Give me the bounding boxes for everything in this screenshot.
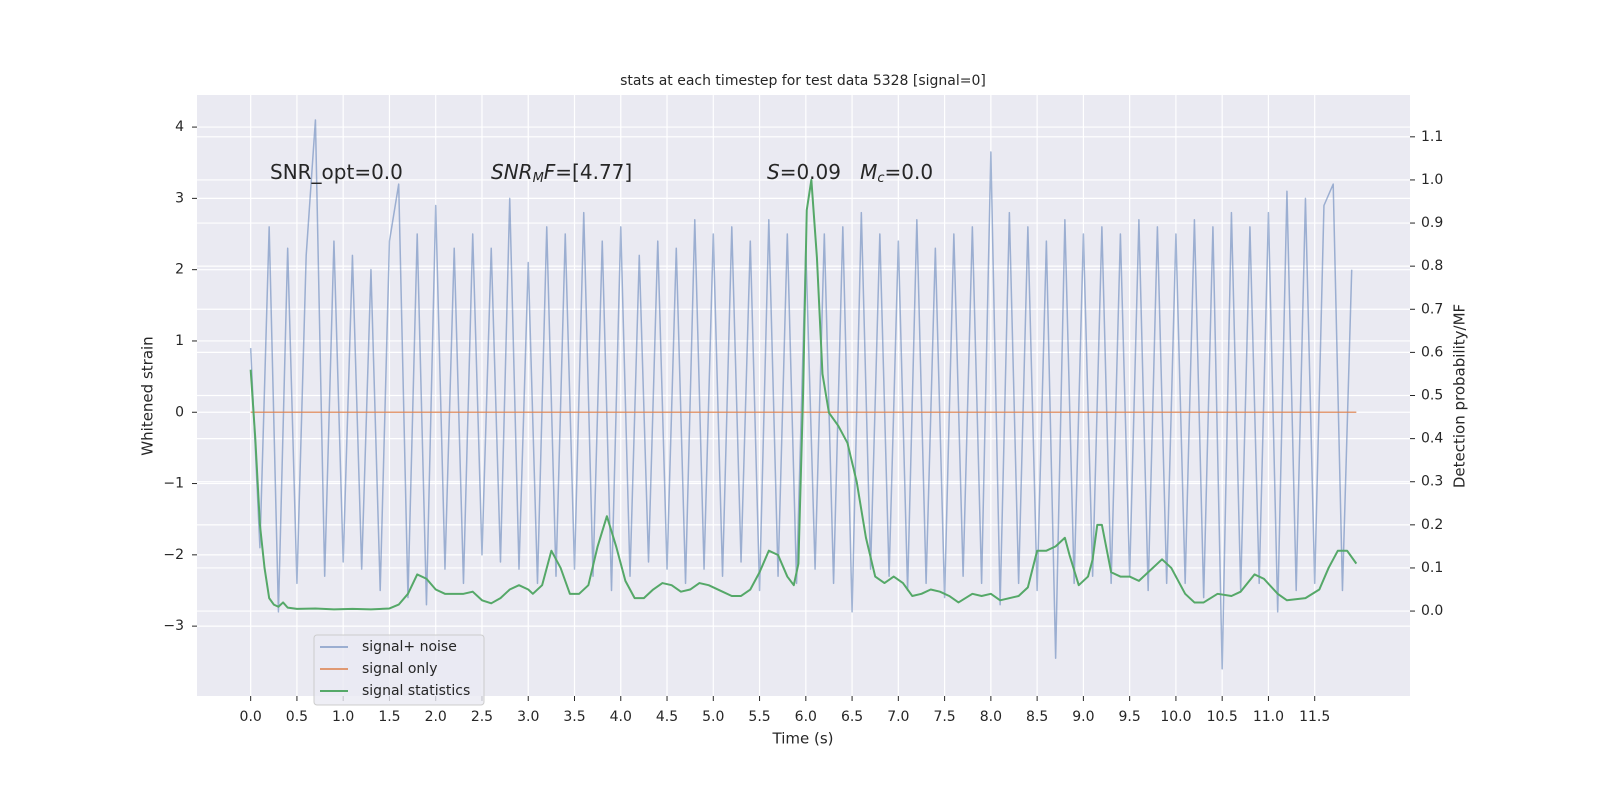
x-tick-label: 8.0	[980, 709, 1002, 725]
annotation-part: F	[544, 160, 556, 184]
x-tick-label: 10.0	[1160, 709, 1191, 725]
x-axis-label: Time (s)	[772, 730, 834, 748]
x-tick-label: 9.5	[1119, 709, 1141, 725]
x-tick-label: 4.5	[656, 709, 678, 725]
annotation-part: S	[767, 160, 780, 184]
x-tick-label: 4.0	[610, 709, 632, 725]
y-tick-label: 3	[175, 190, 184, 206]
y-tick-label: 0	[175, 404, 184, 420]
y-tick-label: −1	[163, 476, 184, 492]
y-axis-label: Whitened strain	[139, 336, 157, 455]
x-tick-label: 8.5	[1026, 709, 1048, 725]
y2-tick-label: 0.2	[1421, 517, 1443, 533]
y-tick-label: −2	[163, 547, 184, 563]
y2-tick-label: 0.9	[1421, 215, 1443, 231]
x-tick-label: 3.0	[517, 709, 539, 725]
annotation: SNRMF=[4.77]	[491, 160, 632, 186]
y2-tick-label: 0.4	[1421, 431, 1443, 447]
x-tick-label: 0.0	[240, 709, 262, 725]
y2-tick-label: 1.0	[1421, 172, 1443, 188]
x-tick-label: 9.0	[1072, 709, 1094, 725]
y2-tick-label: 0.8	[1421, 258, 1443, 274]
legend-label: signal only	[362, 661, 437, 677]
x-tick-label: 2.5	[471, 709, 493, 725]
x-tick-label: 7.0	[887, 709, 909, 725]
x-tick-label: 7.5	[933, 709, 955, 725]
series-line	[249, 178, 1358, 611]
y2-tick-label: 0.5	[1421, 388, 1443, 404]
x-tick-label: 0.5	[286, 709, 308, 725]
annotation-part: =[4.77]	[555, 160, 632, 184]
annotation-part: c	[877, 171, 884, 186]
legend-label: signal+ noise	[362, 639, 457, 655]
x-tick-label: 3.5	[563, 709, 585, 725]
y2-tick-label: 0.1	[1421, 560, 1443, 576]
annotation-part: M	[533, 171, 544, 186]
annotation-part: SNR	[491, 160, 533, 184]
y2-tick-label: 1.1	[1421, 129, 1443, 145]
x-tick-label: 11.5	[1299, 709, 1330, 725]
annotation-part: M	[860, 160, 877, 184]
y2-tick-label: 0.3	[1421, 474, 1443, 490]
legend-box	[313, 634, 485, 706]
y2-tick-label: 0.0	[1421, 603, 1443, 619]
x-tick-label: 11.0	[1253, 709, 1284, 725]
chart-title: stats at each timestep for test data 532…	[620, 73, 986, 89]
x-tick-label: 5.0	[702, 709, 724, 725]
x-tick-label: 2.0	[425, 709, 447, 725]
x-tick-label: 6.5	[841, 709, 863, 725]
y-tick-label: −3	[163, 618, 184, 634]
y-tick-label: 2	[175, 262, 184, 278]
annotation-part: =0.09	[780, 160, 860, 184]
x-tick-label: 5.5	[748, 709, 770, 725]
y-tick-label: 1	[175, 333, 184, 349]
legend-label: signal statistics	[362, 683, 470, 699]
annotation-part: SNR_opt=0.0	[270, 160, 403, 184]
y2-tick-label: 0.7	[1421, 301, 1443, 317]
annotation: S=0.09 Mc=0.0	[767, 160, 933, 186]
x-tick-label: 6.0	[795, 709, 817, 725]
x-tick-label: 10.5	[1207, 709, 1238, 725]
x-tick-label: 1.0	[332, 709, 354, 725]
y2-tick-label: 0.6	[1421, 344, 1443, 360]
y2-axis-label: Detection probability/MF	[1451, 304, 1469, 488]
annotation-part: =0.0	[885, 160, 934, 184]
series-line	[249, 119, 1353, 670]
x-tick-label: 1.5	[378, 709, 400, 725]
annotation: SNR_opt=0.0	[270, 160, 403, 184]
y-tick-label: 4	[175, 119, 184, 135]
